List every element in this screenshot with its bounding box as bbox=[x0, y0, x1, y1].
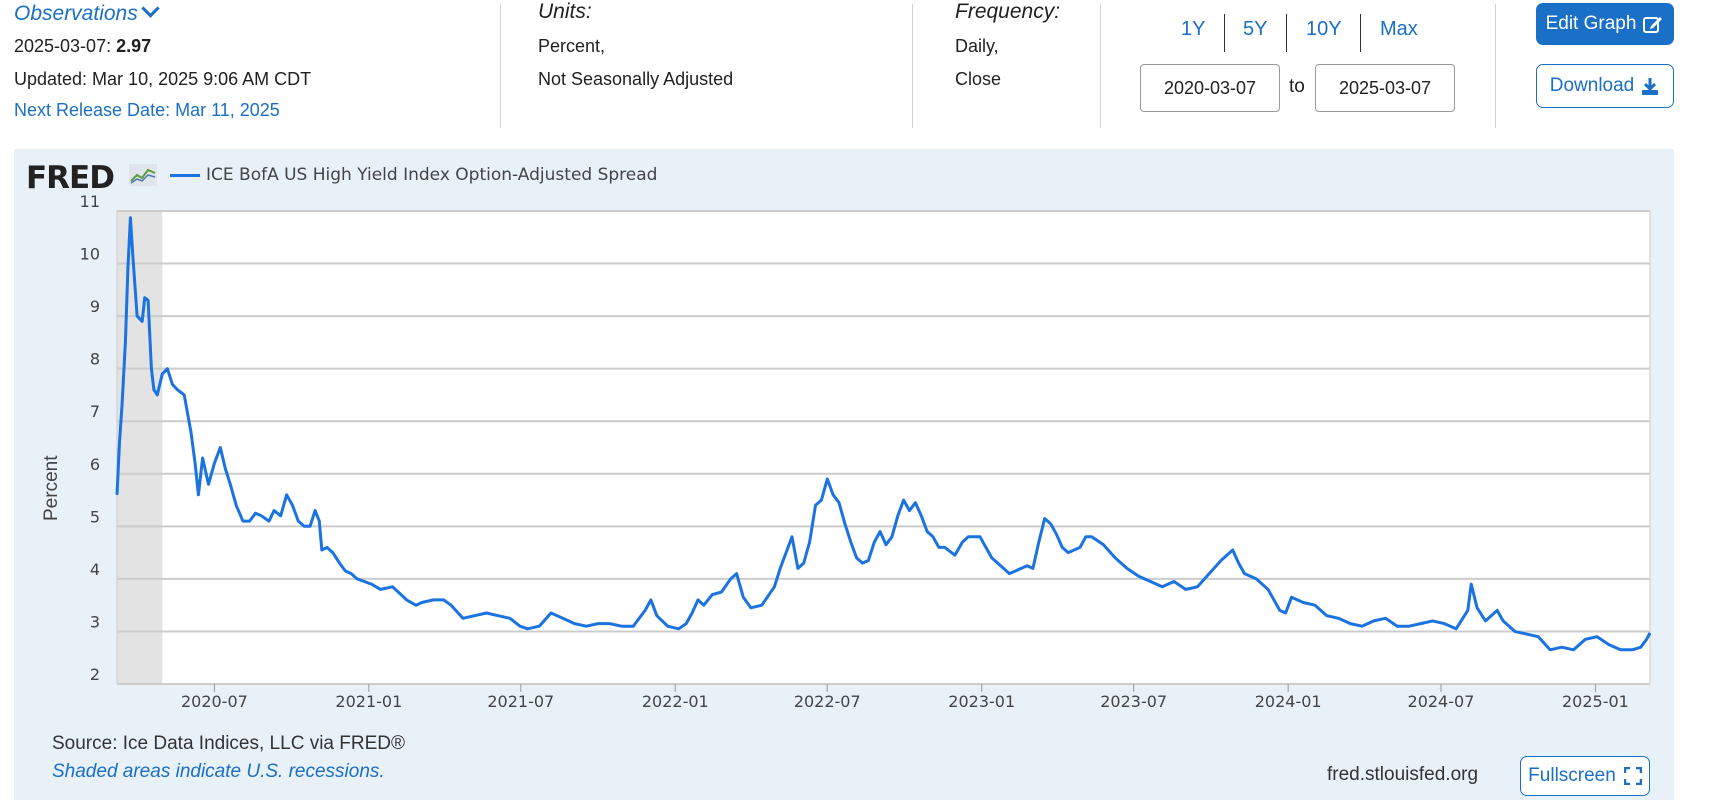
divider bbox=[1286, 14, 1287, 52]
to-label: to bbox=[1289, 76, 1305, 97]
observation-value: 2.97 bbox=[116, 36, 152, 56]
edit-graph-label: Edit Graph bbox=[1545, 13, 1637, 34]
next-release-link[interactable]: Next Release Date: Mar 11, 2025 bbox=[14, 100, 280, 120]
divider bbox=[1360, 14, 1361, 52]
divider bbox=[1100, 4, 1101, 128]
divider bbox=[1495, 4, 1496, 128]
line-chart-icon bbox=[129, 164, 157, 186]
units-value-line2: Not Seasonally Adjusted bbox=[538, 69, 734, 89]
range-5y-button[interactable]: 5Y bbox=[1243, 18, 1268, 40]
fred-logo: FRED bbox=[26, 160, 115, 196]
units-label: Units: bbox=[538, 0, 592, 23]
observation-date: 2025-03-07: bbox=[14, 36, 112, 56]
frequency-label: Frequency: bbox=[955, 0, 1061, 23]
legend-series-label: ICE BofA US High Yield Index Option-Adju… bbox=[206, 165, 658, 185]
edit-graph-button[interactable]: Edit Graph bbox=[1536, 3, 1674, 45]
download-label: Download bbox=[1549, 75, 1635, 96]
divider bbox=[912, 4, 913, 128]
legend-swatch bbox=[170, 174, 200, 177]
download-button[interactable]: Download bbox=[1536, 64, 1674, 108]
recession-note-link[interactable]: Shaded areas indicate U.S. recessions. bbox=[52, 761, 385, 782]
latest-observation: 2025-03-07: 2.97 bbox=[14, 36, 151, 57]
end-date-input[interactable] bbox=[1315, 64, 1455, 112]
fred-url: fred.stlouisfed.org bbox=[1327, 764, 1479, 785]
chevron-down-icon bbox=[141, 0, 160, 18]
range-1y-button[interactable]: 1Y bbox=[1181, 18, 1206, 40]
divider bbox=[1224, 14, 1225, 52]
y-axis-title: Percent bbox=[41, 455, 62, 521]
edit-icon bbox=[1643, 17, 1663, 33]
observations-label: Observations bbox=[14, 2, 138, 25]
updated-timestamp: Updated: Mar 10, 2025 9:06 AM CDT bbox=[14, 69, 312, 89]
fullscreen-label: Fullscreen bbox=[1528, 765, 1616, 786]
fullscreen-button[interactable]: Fullscreen bbox=[1520, 756, 1650, 796]
frequency-value-line1: Daily, bbox=[955, 36, 999, 56]
divider bbox=[500, 4, 501, 128]
start-date-input[interactable] bbox=[1140, 64, 1280, 112]
units-value-line1: Percent, bbox=[538, 36, 606, 56]
observations-menu[interactable]: Observations bbox=[14, 0, 160, 26]
range-max-button[interactable]: Max bbox=[1380, 18, 1418, 40]
download-icon bbox=[1642, 78, 1659, 95]
chart-panel bbox=[14, 149, 1674, 800]
range-10y-button[interactable]: 10Y bbox=[1306, 18, 1342, 40]
frequency-value-line2: Close bbox=[955, 69, 1002, 89]
source-note: Source: Ice Data Indices, LLC via FRED® bbox=[52, 733, 405, 754]
fullscreen-icon bbox=[1623, 767, 1642, 785]
